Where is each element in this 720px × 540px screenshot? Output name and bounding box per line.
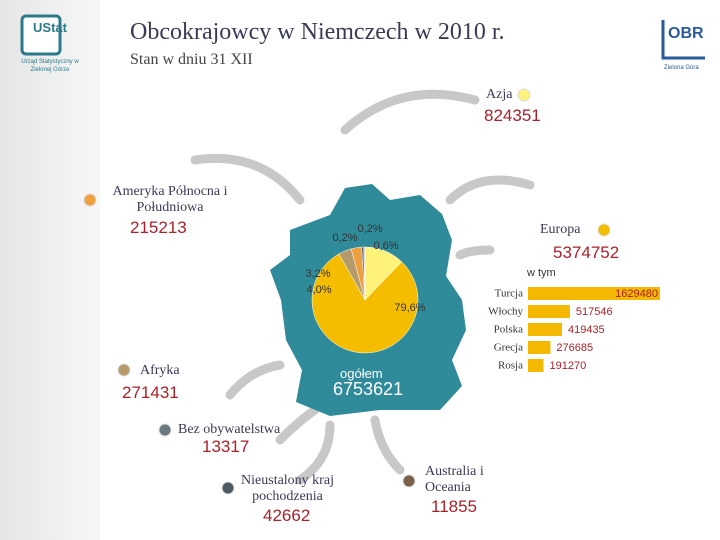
legend-dot xyxy=(117,363,131,377)
bar-category: Turcja xyxy=(495,288,523,300)
legend-dot xyxy=(158,423,172,437)
arrows xyxy=(190,89,535,485)
pie-value-label: 79,6% xyxy=(394,302,425,314)
bar-chart: Turcja 1629480 Włochy 517546 Polska 419435 Gre… xyxy=(488,287,660,372)
region-count: 824351 xyxy=(484,106,541,125)
pie-value-label: 0,2% xyxy=(332,232,357,244)
bar-value-label: 1629480 xyxy=(615,288,658,300)
region-count: 42662 xyxy=(263,506,311,525)
legend-dot xyxy=(83,193,97,207)
logo-left-caption: Urząd Statystyczny w Zielonej Górze xyxy=(21,59,79,73)
bar xyxy=(528,323,562,336)
title: Obcokrajowcy w Niemczech w 2010 r. xyxy=(130,19,505,45)
logo-right-frame xyxy=(661,20,705,60)
bar-value-label: 517546 xyxy=(576,306,613,318)
bar-value-label: 191270 xyxy=(549,360,586,372)
total-value: 6753621 xyxy=(333,379,404,399)
logo-right-mark: OBR xyxy=(668,25,704,42)
region-count: 5374752 xyxy=(553,243,620,262)
bar xyxy=(528,287,660,300)
region-name: Ameryka Północna i Południowa xyxy=(112,184,228,215)
bar-category: Polska xyxy=(494,324,523,336)
pie-value-label: 0,2% xyxy=(357,223,382,235)
logo-left-mark: UStat xyxy=(33,20,67,35)
region-name: Australia i Oceania xyxy=(425,464,484,495)
legend-dot xyxy=(517,88,531,102)
region-count: 271431 xyxy=(122,383,179,402)
region-count: 11855 xyxy=(431,497,478,516)
pie-value-label: 3,2% xyxy=(305,268,330,280)
bar xyxy=(528,359,544,372)
pie-slice xyxy=(364,246,366,301)
legend-dot xyxy=(402,474,416,488)
region-name: Azja xyxy=(486,87,513,102)
bar-category: Grecja xyxy=(494,342,523,354)
pie-value-label: 0,6% xyxy=(373,240,398,252)
logo-right-caption: Zielona Góra xyxy=(664,65,699,71)
subtitle: Stan w dniu 31 XII xyxy=(130,51,253,68)
pie-value-label: 4,0% xyxy=(306,284,331,296)
pie-slice xyxy=(311,253,419,354)
region-name: Bez obywatelstwa xyxy=(178,422,281,437)
bar-value-label: 419435 xyxy=(568,324,605,336)
bar-category: Rosja xyxy=(498,360,523,372)
bar xyxy=(528,341,551,354)
bar-title: w tym xyxy=(527,267,556,279)
legend-dot xyxy=(221,481,235,495)
region-name: Afryka xyxy=(140,363,180,378)
legend-dot xyxy=(597,223,611,237)
bar-value-label: 276685 xyxy=(556,342,593,354)
bar xyxy=(528,305,570,318)
region-name: Europa xyxy=(540,222,581,237)
bar-category: Włochy xyxy=(488,306,523,318)
region-name: Nieustalony kraj pochodzenia xyxy=(241,473,334,504)
pie: 12,2%79,6%4,0%3,2%0,6%0,2%0,2% xyxy=(83,88,611,495)
sidebar xyxy=(0,0,100,540)
region-count: 215213 xyxy=(130,218,187,237)
logo-left-box xyxy=(20,14,62,56)
region-count: 13317 xyxy=(202,437,250,456)
total-label: ogółem xyxy=(340,366,383,381)
